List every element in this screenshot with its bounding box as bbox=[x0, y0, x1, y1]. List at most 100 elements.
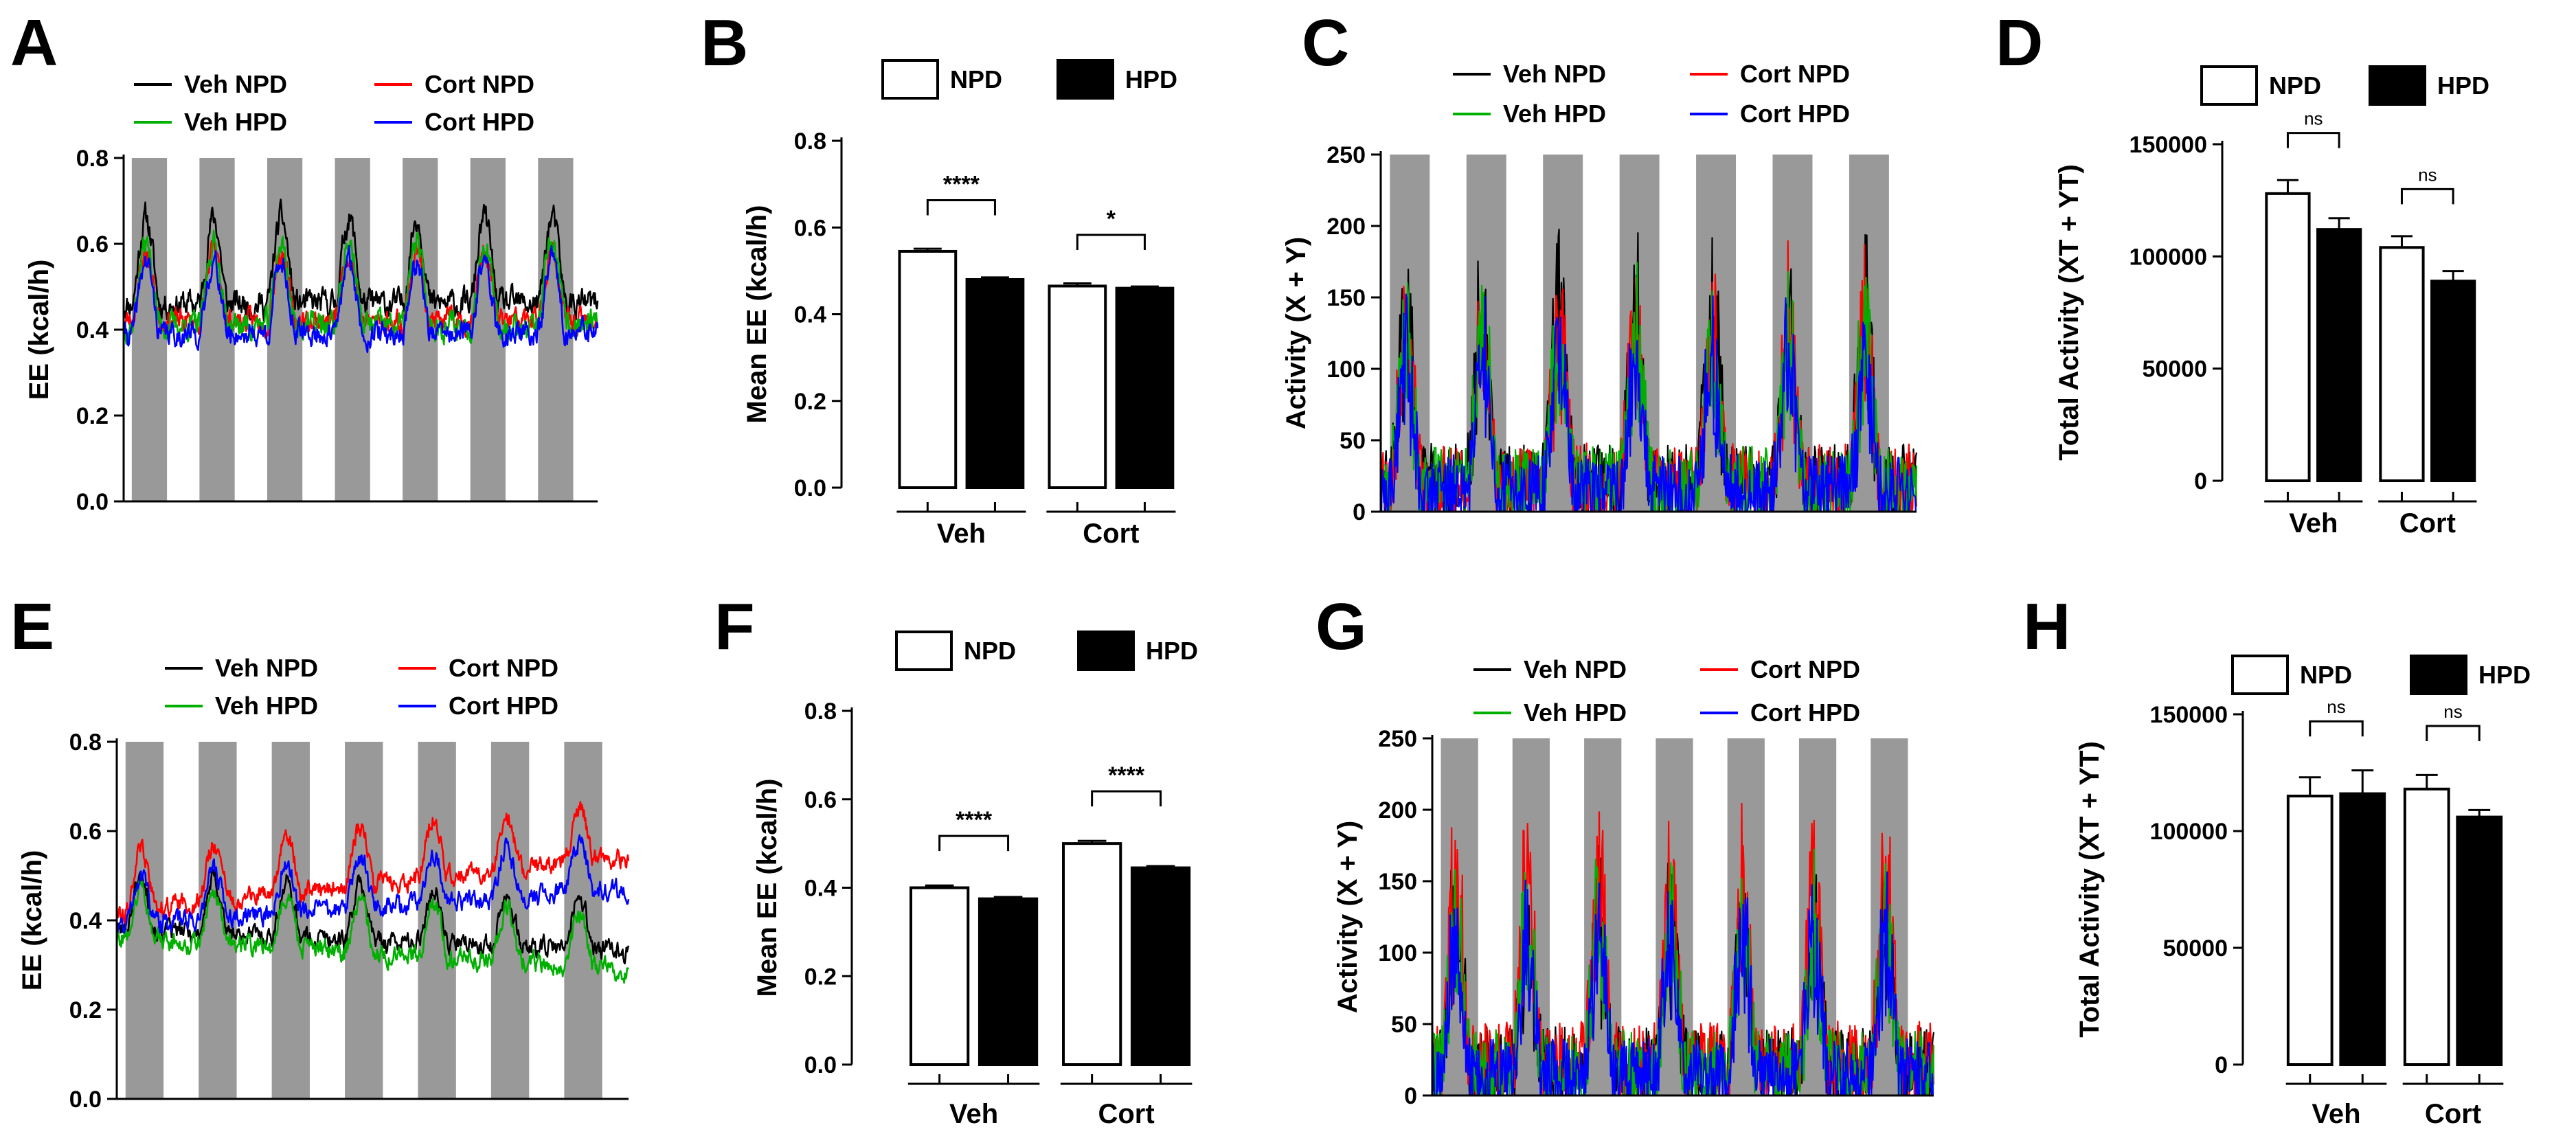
series-line-cort-hpd bbox=[115, 834, 630, 934]
group-label: Veh bbox=[949, 1099, 998, 1129]
panel-letter: A bbox=[10, 6, 58, 80]
panel-letter: E bbox=[10, 590, 54, 663]
y-axis-title: Total Activity (XT + YT) bbox=[2054, 164, 2084, 461]
panel-d: D Total Activity (XT + YT) 0 50000 100000 150… bbox=[1996, 6, 2489, 538]
legend-label: HPD bbox=[1146, 637, 1198, 665]
dark-phase-band bbox=[538, 158, 574, 501]
y-axis-title: EE (kcal/h) bbox=[24, 260, 54, 400]
series-line-veh-hpd bbox=[115, 878, 630, 984]
y-tick-label: 0.2 bbox=[76, 403, 109, 429]
bar-npd-veh bbox=[2286, 795, 2334, 1066]
legend-swatch bbox=[895, 631, 953, 671]
legend-label: NPD bbox=[2269, 71, 2321, 100]
y-tick-label: 150 bbox=[1378, 869, 1417, 895]
y-tick-label: 0 bbox=[1353, 499, 1366, 525]
bar-npd-cort bbox=[2379, 246, 2425, 482]
y-tick-label: 0.6 bbox=[76, 231, 109, 258]
y-tick-label: 200 bbox=[1378, 797, 1417, 824]
bar-hpd-cort bbox=[1115, 286, 1175, 489]
significance-label: ns bbox=[2418, 164, 2437, 185]
y-axis-title: EE (kcal/h) bbox=[17, 850, 47, 991]
legend-label: HPD bbox=[2437, 71, 2489, 100]
legend-label: Cort HPD bbox=[449, 692, 558, 720]
significance-label: * bbox=[1107, 206, 1116, 232]
legend-swatch bbox=[1057, 59, 1114, 100]
bar-hpd-veh bbox=[2316, 228, 2362, 482]
legend-label: Cort HPD bbox=[1740, 100, 1850, 128]
panel-letter: D bbox=[1996, 6, 2043, 80]
y-tick-label: 0.8 bbox=[76, 146, 109, 172]
bar-npd-veh bbox=[2265, 192, 2311, 482]
legend-label: Veh NPD bbox=[184, 70, 287, 98]
legend-label: Veh HPD bbox=[215, 692, 318, 720]
group-label: Cort bbox=[1098, 1099, 1154, 1129]
series-line-cort-hpd bbox=[1431, 871, 1934, 1097]
significance-label: ns bbox=[2443, 701, 2462, 722]
bar-npd-veh bbox=[898, 249, 958, 489]
y-tick-label: 50000 bbox=[2162, 935, 2228, 962]
legend-label: HPD bbox=[1125, 65, 1177, 93]
y-tick-label: 100 bbox=[1326, 356, 1366, 383]
y-tick-label: 0.6 bbox=[794, 215, 826, 241]
panel-g: G Activity (X + Y) 0 50 100 150 200 250 Veh NPD C… bbox=[1315, 590, 1935, 1109]
legend-label: NPD bbox=[2300, 661, 2352, 689]
bar-hpd-veh bbox=[965, 278, 1025, 489]
legend-label: Veh NPD bbox=[1503, 60, 1606, 88]
y-axis-title: Activity (X + Y) bbox=[1281, 237, 1311, 429]
y-tick-label: 50000 bbox=[2142, 356, 2207, 383]
significance-label: ns bbox=[2327, 696, 2345, 717]
significance-bracket bbox=[938, 834, 1010, 852]
significance-bracket bbox=[2286, 132, 2340, 148]
legend-swatch bbox=[2410, 655, 2467, 695]
panel-c: C Activity (X + Y) 0 50 100 150 200 250 Veh NPD C… bbox=[1281, 6, 1918, 525]
y-tick-label: 0.6 bbox=[69, 819, 102, 845]
y-axis-title: Mean EE (kcal/h) bbox=[752, 779, 782, 997]
bar-hpd-cort bbox=[1130, 866, 1191, 1066]
y-tick-label: 0 bbox=[1404, 1083, 1417, 1109]
panel-a: A EE (kcal/h) 0.0 0.2 0.4 0.6 0.8 Veh NPD Cort N… bbox=[10, 6, 599, 515]
panel-f: F Mean EE (kcal/h) 0.0 0.2 0.4 0.6 0.8 **** ****… bbox=[714, 590, 1198, 1129]
y-axis-title: Total Activity (XT + YT) bbox=[2075, 741, 2105, 1038]
panel-letter: H bbox=[2023, 590, 2070, 663]
legend-label: Veh HPD bbox=[1524, 699, 1627, 727]
y-tick-label: 50 bbox=[1340, 428, 1366, 454]
panel-letter: G bbox=[1315, 590, 1367, 663]
y-tick-label: 0.4 bbox=[69, 908, 102, 934]
y-tick-label: 50 bbox=[1391, 1012, 1417, 1038]
y-tick-label: 150000 bbox=[2150, 702, 2228, 728]
bar-npd-cort bbox=[1048, 284, 1107, 489]
significance-bracket bbox=[2426, 725, 2481, 741]
legend-label: Veh HPD bbox=[1503, 100, 1606, 128]
group-label: Veh bbox=[2312, 1099, 2360, 1129]
y-tick-label: 0.2 bbox=[794, 389, 826, 415]
legend-label: Veh HPD bbox=[184, 108, 287, 136]
legend-label: NPD bbox=[964, 637, 1016, 665]
y-tick-label: 0.2 bbox=[69, 997, 102, 1023]
significance-bracket bbox=[1091, 790, 1162, 807]
y-axis-title: Activity (X + Y) bbox=[1333, 821, 1363, 1013]
group-label: Cort bbox=[2399, 508, 2456, 538]
panel-h: H Total Activity (XT + YT) 0 50000 100000 150… bbox=[2023, 590, 2531, 1129]
y-tick-label: 150 bbox=[1326, 285, 1366, 311]
significance-bracket bbox=[926, 198, 996, 216]
bar-hpd-cort bbox=[2430, 280, 2476, 482]
significance-bracket bbox=[1076, 234, 1146, 250]
panel-letter: B bbox=[701, 6, 748, 80]
y-tick-label: 0 bbox=[2215, 1052, 2228, 1078]
y-tick-label: 0 bbox=[2194, 468, 2207, 495]
y-tick-label: 0.8 bbox=[804, 699, 837, 725]
series-line-cort-hpd bbox=[1379, 293, 1917, 513]
y-tick-label: 100000 bbox=[2129, 244, 2207, 270]
legend-label: Veh NPD bbox=[215, 654, 318, 682]
significance-bracket bbox=[2400, 188, 2454, 205]
y-tick-label: 100000 bbox=[2150, 819, 2228, 845]
legend-label: Cort NPD bbox=[449, 654, 558, 682]
significance-label: **** bbox=[1108, 762, 1145, 788]
dark-phase-band bbox=[564, 742, 602, 1099]
series-line-cort-hpd bbox=[122, 245, 599, 354]
y-tick-label: 0.2 bbox=[804, 964, 837, 990]
significance-bracket bbox=[2309, 720, 2364, 737]
panel-e: E EE (kcal/h) 0.0 0.2 0.4 0.6 0.8 Veh NPD Cort N… bbox=[10, 590, 630, 1113]
legend-swatch bbox=[2200, 65, 2258, 106]
